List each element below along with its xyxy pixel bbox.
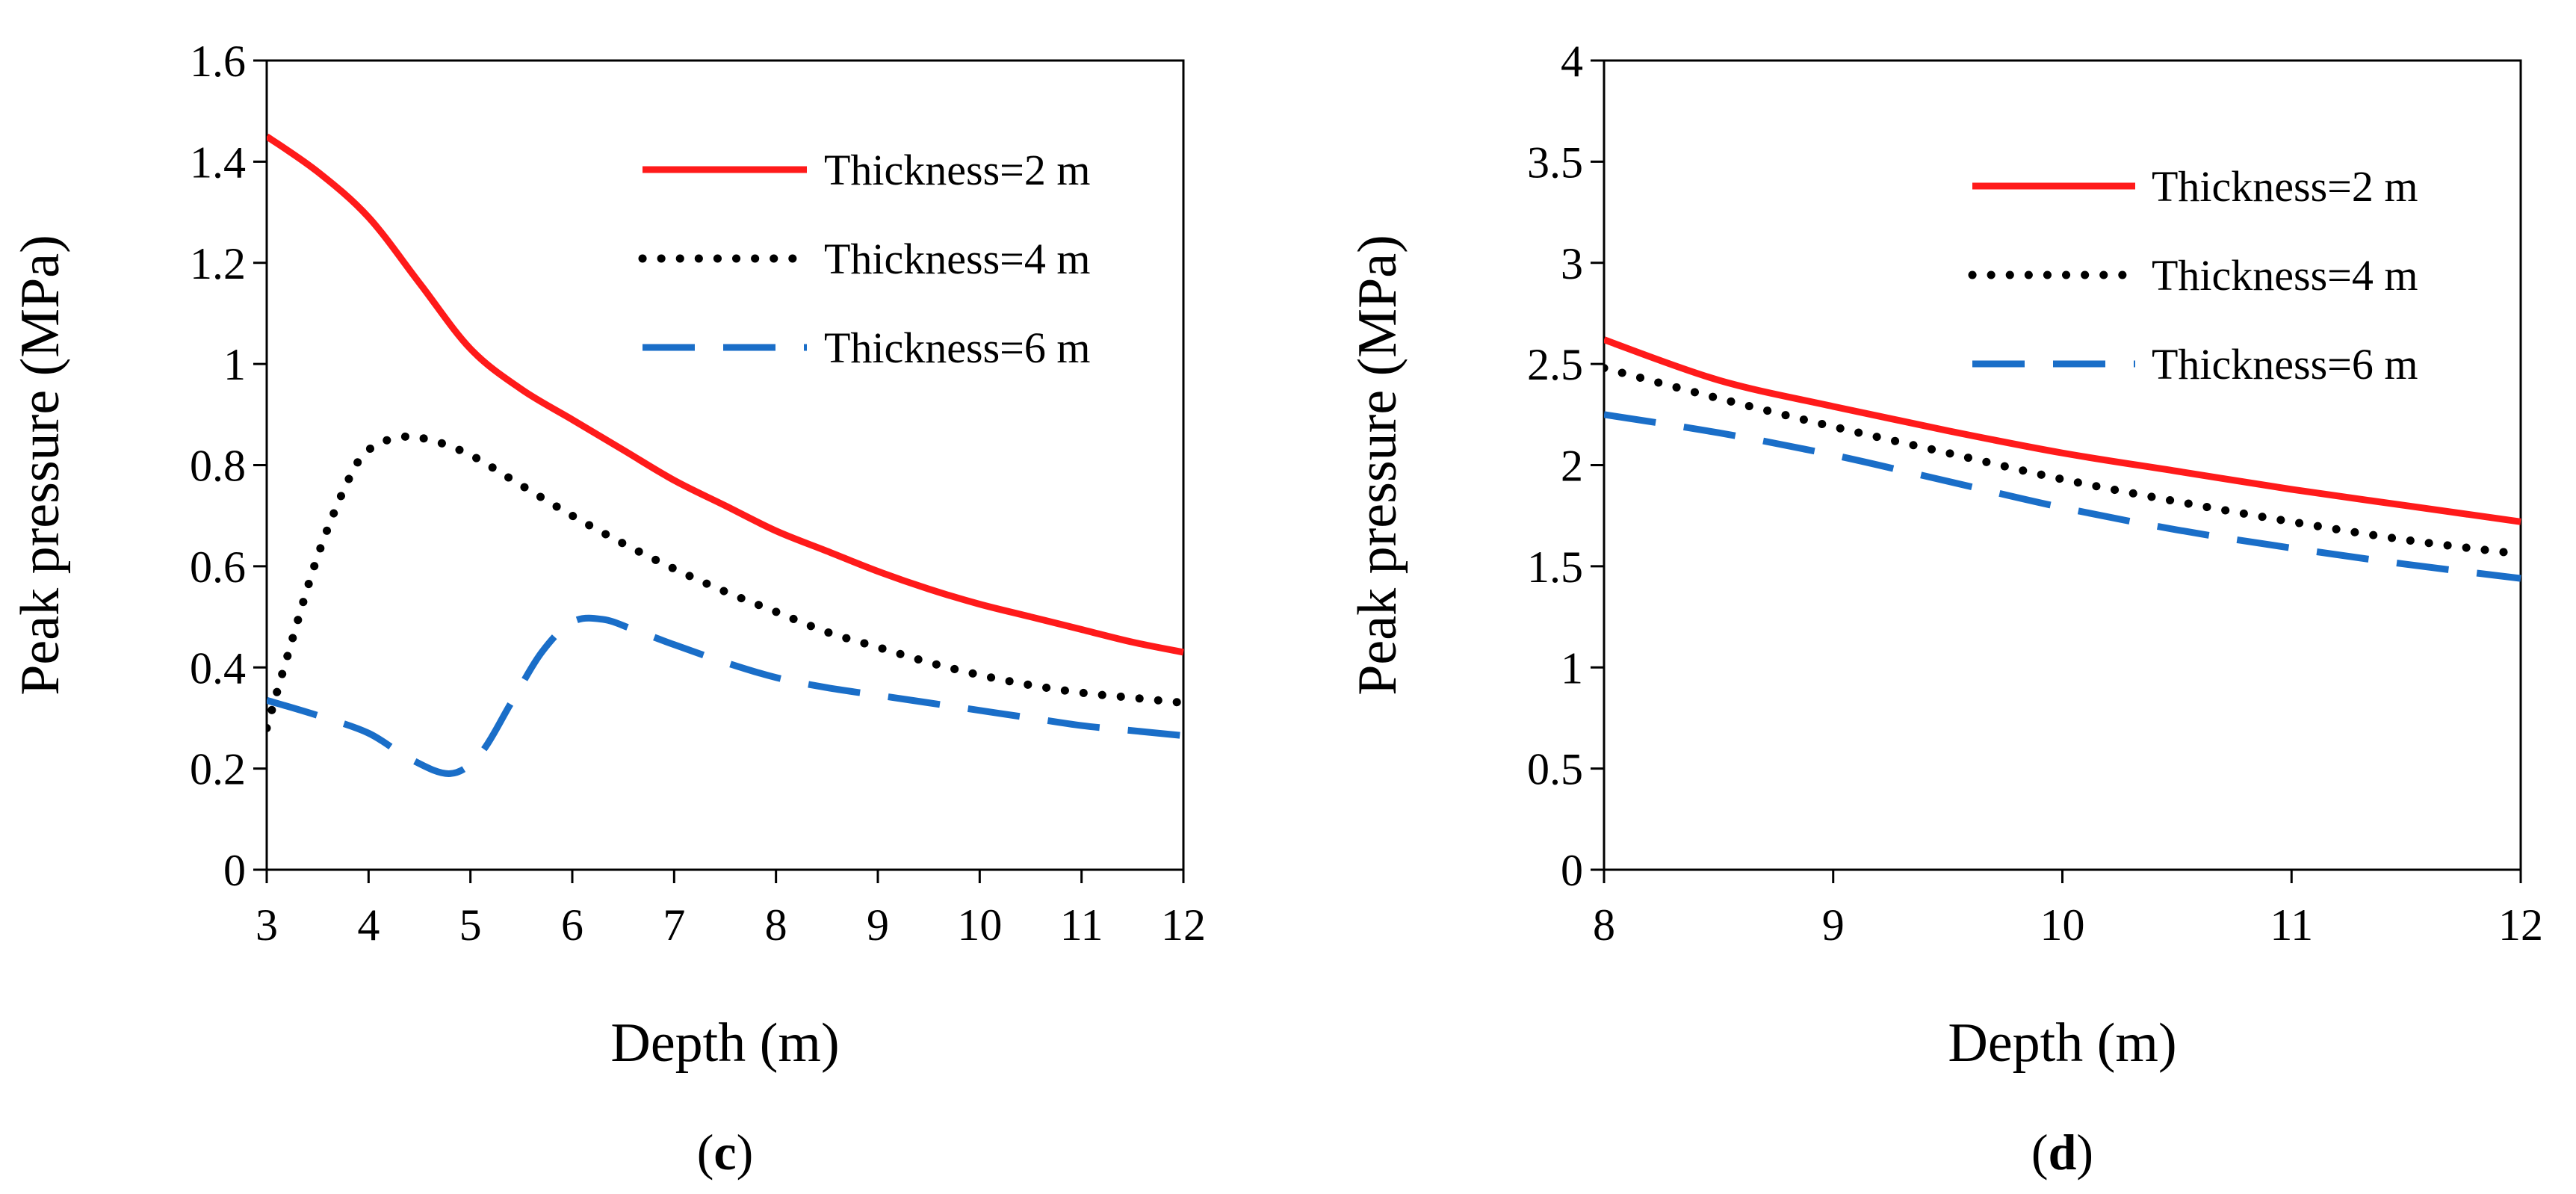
panel-d-y-tick-label: 0 [1561,846,1583,895]
panel-d-chart: 0 0.5 1 1.5 2 2.5 3 3.5 4 8 9 10 11 12 Depth (m) Peak p… [1347,37,2543,1181]
panel-d-y-tick-label: 3.5 [1527,137,1583,187]
panel-c-x-tick-label: 12 [1161,900,1206,950]
panel-c-x-tick-label: 11 [1060,900,1103,950]
panel-c-x-axis-title: Depth (m) [610,1012,839,1074]
panel-d-x-tick-label: 11 [2270,900,2313,950]
panel-c-x-tick-label: 5 [459,900,482,950]
panel-d-x-tick-label: 9 [1822,900,1845,950]
panel-c-label: (c) [697,1124,754,1181]
panel-d-y-tick-label: 1 [1561,643,1583,693]
panel-c-series-line-1 [267,133,1184,656]
panel-c-legend-label-1: Thickness=2 m [824,146,1091,194]
panel-d-y-tick-label: 2.5 [1527,340,1583,389]
panel-d-series-line-1 [1604,336,2521,525]
panel-d-y-tick-label: 0.5 [1527,745,1583,794]
panel-c-y-tick-label: 1 [223,340,246,389]
panel-c-x-tick-label: 6 [561,900,583,950]
panel-c-y-tick-label: 0.8 [190,442,246,491]
panel-c-legend-label-2: Thickness=4 m [824,235,1091,283]
panel-c-chart: 0 0.2 0.4 0.6 0.8 1 1.2 1.4 1.6 3 4 5 6 7 8 9 10 11 12 Dept… [10,37,1206,1181]
panel-c-series-line-2 [267,432,1186,732]
panel-c-y-tick-label: 1.6 [190,37,246,86]
panel-c-y-tick-label: 0.2 [190,745,246,794]
panel-d-x-tick-label: 8 [1593,900,1615,950]
panel-c-y-tick-label: 1.2 [190,239,246,288]
panel-c-legend-label-3: Thickness=6 m [824,324,1091,372]
panel-c-series-line-3 [267,614,1184,777]
panel-d-y-tick-label: 1.5 [1527,542,1583,592]
panel-d-legend-label-3: Thickness=6 m [2152,340,2418,389]
panel-c-x-tick-label: 8 [765,900,787,950]
panel-d-series-line-3 [1604,411,2521,582]
panel-c-x-tick-label: 3 [256,900,278,950]
panel-c-y-tick-label: 1.4 [190,137,246,187]
panel-d-legend-label-2: Thickness=4 m [2152,251,2418,300]
panel-c-y-tick-label: 0 [223,846,246,895]
panel-d-x-tick-label: 12 [2498,900,2543,950]
panel-d-y-tick-label: 3 [1561,239,1583,288]
panel-d-legend-label-1: Thickness=2 m [2152,162,2418,211]
panel-d-label: (d) [2031,1124,2093,1181]
panel-c-x-tick-label: 10 [957,900,1002,950]
panel-c-x-tick-label: 7 [663,900,685,950]
panel-c-y-tick-label: 0.6 [190,542,246,592]
panel-c-x-tick-label: 9 [867,900,889,950]
panel-d-y-tick-label: 2 [1561,442,1583,491]
panel-d-y-tick-label: 4 [1561,37,1583,86]
panel-d-x-tick-label: 10 [2040,900,2085,950]
panel-d-y-axis-title: Peak pressure (MPa) [1347,235,1408,696]
panel-d-x-axis-title: Depth (m) [1948,1012,2176,1074]
panel-c-y-tick-label: 0.4 [190,643,246,693]
panel-c-y-axis-title: Peak pressure (MPa) [10,235,71,696]
panel-d-series-line-2 [1604,364,2524,559]
panel-c-x-tick-label: 4 [357,900,380,950]
